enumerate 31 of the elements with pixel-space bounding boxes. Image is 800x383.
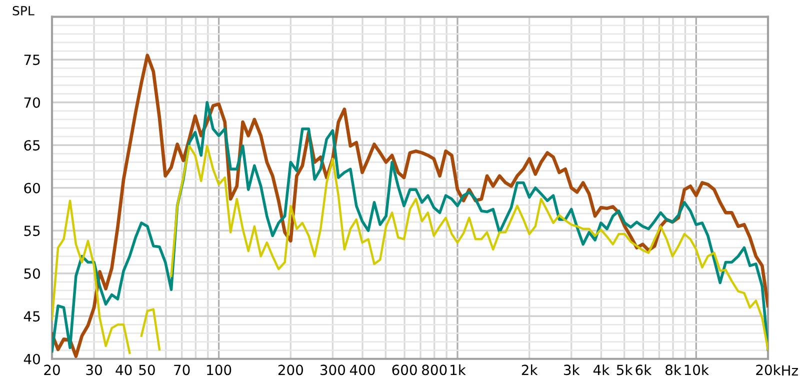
x-tick-label: 300 xyxy=(320,364,346,376)
y-tick-label: 45 xyxy=(24,311,40,322)
x-tick-label: 30 xyxy=(86,364,102,376)
y-tick-label: 50 xyxy=(24,268,40,279)
x-tick-label: 600 xyxy=(392,364,417,376)
x-tick-label: 2k xyxy=(522,364,538,375)
y-axis-title: SPL xyxy=(12,6,34,16)
x-tick-label: 200 xyxy=(278,364,303,376)
x-tick-label: 50 xyxy=(139,364,155,376)
y-tick-label: 55 xyxy=(24,226,40,236)
x-tick-label: 400 xyxy=(350,364,375,376)
x-tick-label: 4k xyxy=(593,364,610,375)
x-tick-label: 1k xyxy=(450,364,466,375)
x-tick-label: 100 xyxy=(207,364,232,376)
y-tick-label: 75 xyxy=(24,54,40,66)
y-tick-label: 40 xyxy=(24,354,40,364)
x-tick-label: 800 xyxy=(422,364,447,376)
x-tick-label: 5k xyxy=(616,364,633,376)
x-tick-label: 70 xyxy=(174,364,190,376)
y-tick-label: 70 xyxy=(24,97,40,108)
x-tick-label: 20 xyxy=(44,364,60,376)
x-tick-label: 8k xyxy=(666,364,682,376)
x-tick-label: 40 xyxy=(116,364,132,376)
x-tick-label: 10k xyxy=(684,364,709,376)
x-tick-label: 20k xyxy=(756,364,781,376)
y-tick-label: 60 xyxy=(24,182,40,194)
x-tick-label: 3k xyxy=(564,364,580,376)
y-tick-label: 65 xyxy=(24,140,40,151)
x-axis-title: Hz xyxy=(782,365,798,376)
line-series xyxy=(52,100,768,353)
x-tick-label: 6k xyxy=(636,364,652,376)
